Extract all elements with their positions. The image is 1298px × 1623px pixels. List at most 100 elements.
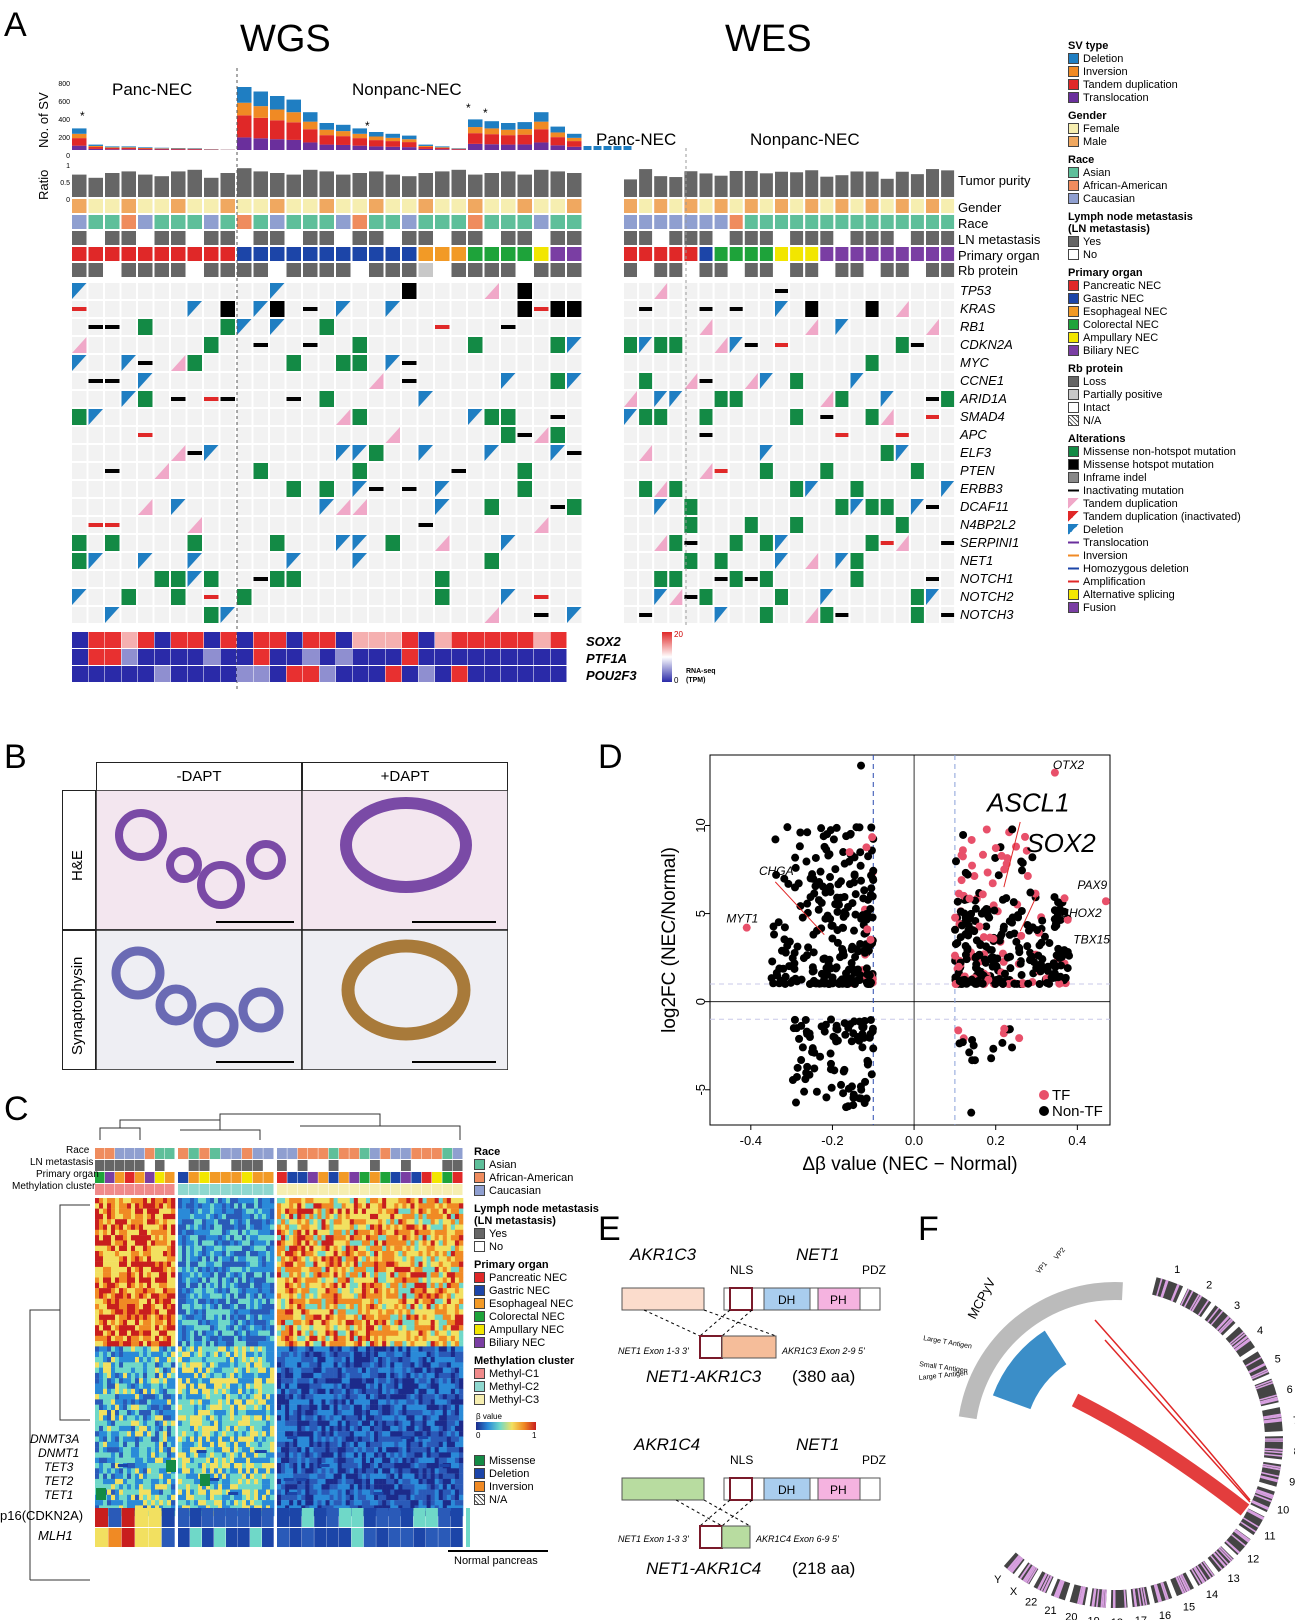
methylation-cell xyxy=(262,1410,267,1416)
methylation-cell xyxy=(167,1452,172,1458)
mutation-cell xyxy=(171,589,186,605)
methylation-cell xyxy=(119,1293,124,1299)
mutation-cell-bg xyxy=(910,391,924,407)
methylation-cell xyxy=(167,1357,172,1363)
mutation-cell-bg xyxy=(684,445,698,461)
methylation-cell xyxy=(281,1208,286,1215)
methylation-cell xyxy=(107,1198,112,1204)
methylation-cell xyxy=(226,1272,231,1278)
methylation-cell xyxy=(171,1500,176,1506)
c-annotation-cell xyxy=(165,1184,175,1195)
mutation-cell-bg xyxy=(790,445,804,461)
methylation-cell xyxy=(262,1282,267,1289)
sv-bar-segment xyxy=(138,147,153,149)
inactivating-line xyxy=(88,379,103,383)
methylation-cell xyxy=(123,1415,128,1421)
annotation-cell xyxy=(714,263,728,277)
methylation-cell xyxy=(123,1229,128,1236)
methylation-cell xyxy=(438,1219,444,1225)
mutation-cell-bg xyxy=(270,499,285,515)
mutation-cell-bg xyxy=(910,445,924,461)
annotation-cell xyxy=(319,215,334,229)
annotation-cell xyxy=(88,199,103,213)
mutation-cell xyxy=(790,481,804,497)
deletion-triangle xyxy=(121,391,136,407)
methylation-cell xyxy=(262,1208,267,1215)
methylation-cell xyxy=(210,1256,215,1262)
methylation-cell xyxy=(258,1240,263,1246)
methylation-cell xyxy=(266,1272,271,1278)
methylation-cell xyxy=(434,1213,440,1220)
mutation-cell-bg xyxy=(72,463,87,479)
methylation-cell xyxy=(190,1224,195,1230)
methylation-cell xyxy=(151,1213,156,1220)
deletion-triangle xyxy=(72,589,87,605)
legend-item: Tandem duplication xyxy=(1068,78,1296,91)
methylation-cell xyxy=(159,1266,164,1273)
methylation-cell xyxy=(95,1341,100,1347)
mutation-cell-bg xyxy=(237,355,252,371)
methylation-cell xyxy=(139,1457,144,1464)
methylation-cell xyxy=(430,1198,435,1204)
methylation-cell xyxy=(182,1293,187,1299)
mutation-cell-bg xyxy=(187,391,202,407)
methylation-cell xyxy=(285,1203,290,1209)
c-annotation-cell xyxy=(380,1172,391,1183)
sv-bar-segment xyxy=(451,149,466,150)
methylation-cell xyxy=(258,1224,263,1230)
methylation-cell xyxy=(103,1277,108,1283)
annotation-cell xyxy=(501,263,516,277)
methylation-cell xyxy=(167,1203,172,1209)
methylation-cell xyxy=(254,1431,259,1437)
methylation-cell xyxy=(210,1266,215,1273)
methylation-cell xyxy=(147,1198,152,1204)
legend-item: Gastric NEC xyxy=(1068,292,1296,305)
methylation-cell xyxy=(178,1251,183,1257)
methylation-cell xyxy=(159,1399,164,1405)
mutation-cell-bg xyxy=(204,409,219,425)
expression-cell xyxy=(336,649,352,665)
mutation-cell-bg xyxy=(138,337,153,353)
sv-bar-segment xyxy=(402,139,417,143)
mutation-cell-bg xyxy=(759,337,773,353)
methylation-cell xyxy=(242,1245,247,1252)
purity-bar xyxy=(237,168,252,197)
methylation-cell xyxy=(406,1203,411,1209)
methylation-cell xyxy=(238,1362,243,1368)
methylation-cell xyxy=(163,1261,168,1268)
mutation-cell xyxy=(484,409,499,425)
methylation-cell xyxy=(202,1484,207,1490)
methylation-cell xyxy=(123,1304,128,1310)
methylation-cell xyxy=(202,1266,207,1273)
methylation-cell xyxy=(190,1404,195,1411)
methylation-cell xyxy=(171,1251,176,1257)
methylation-cell xyxy=(115,1478,120,1485)
methylation-cell xyxy=(119,1362,124,1368)
methylation-cell xyxy=(182,1436,187,1442)
methylation-cell xyxy=(182,1447,187,1453)
methylation-cell xyxy=(258,1362,263,1368)
methylation-cell xyxy=(95,1357,100,1363)
methylation-cell xyxy=(155,1351,160,1358)
methylation-cell xyxy=(238,1420,243,1427)
methylation-cell xyxy=(266,1219,271,1225)
mutation-cell-bg xyxy=(501,301,516,317)
methylation-cell xyxy=(234,1351,239,1358)
mutation-cell-bg xyxy=(790,319,804,335)
mutation-cell xyxy=(220,319,235,335)
panel-label-b: B xyxy=(4,738,27,776)
sv-bar-segment xyxy=(72,128,87,134)
dup-triangle xyxy=(369,373,384,389)
annotation-cell xyxy=(270,263,285,277)
methylation-cell xyxy=(178,1314,183,1321)
methylation-cell xyxy=(182,1229,187,1236)
methylation-cell xyxy=(206,1394,211,1400)
c-annotation-cell xyxy=(297,1172,308,1183)
methylation-cell xyxy=(454,1213,460,1220)
methylation-cell xyxy=(123,1314,128,1321)
methylation-cell xyxy=(246,1304,251,1310)
methylation-cell xyxy=(194,1494,199,1501)
methylation-cell xyxy=(250,1245,255,1252)
methylation-cell xyxy=(230,1330,235,1336)
methylation-cell xyxy=(143,1473,148,1480)
